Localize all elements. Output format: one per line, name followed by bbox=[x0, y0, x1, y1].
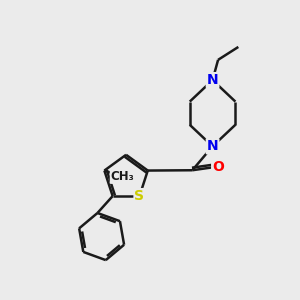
Text: CH₃: CH₃ bbox=[111, 170, 134, 183]
Text: N: N bbox=[207, 139, 218, 153]
Text: N: N bbox=[207, 73, 218, 87]
Text: S: S bbox=[134, 189, 145, 203]
Text: O: O bbox=[212, 160, 224, 174]
